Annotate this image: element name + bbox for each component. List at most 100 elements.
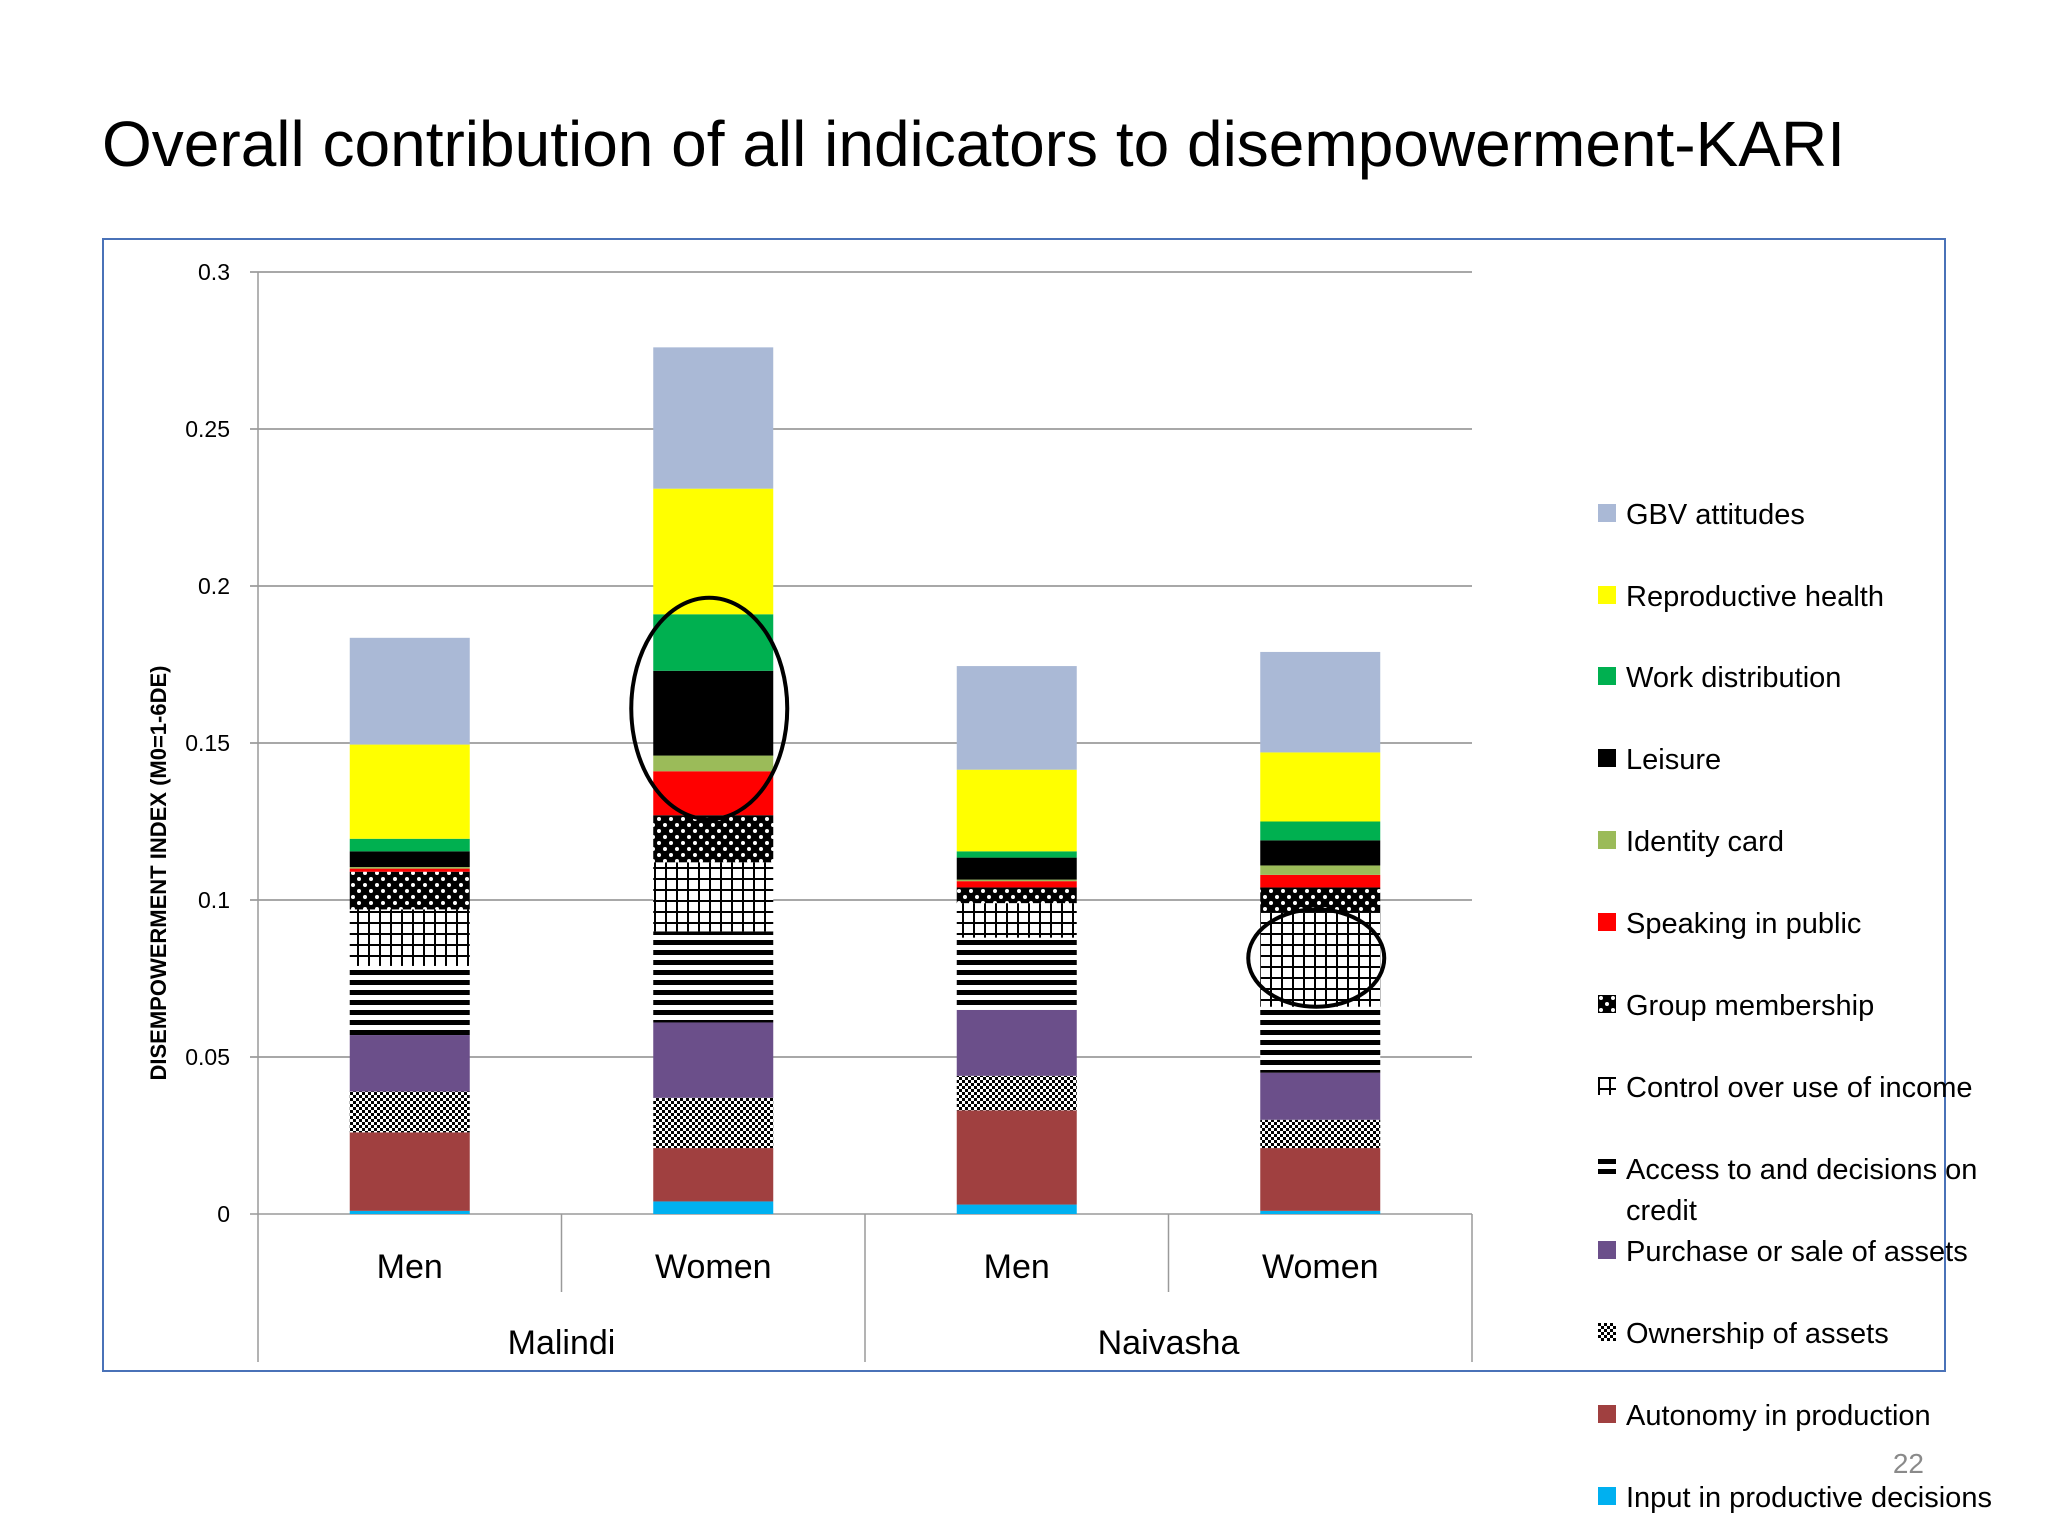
page-number: 22 [1892,1448,1924,1479]
y-axis-title: DISEMPOWERMENT INDEX (M0=1-6DE) [146,666,171,1081]
legend-label: Autonomy in production [1626,1400,1931,1432]
y-tick-label: 0.1 [198,887,230,913]
legend-label: Reproductive health [1626,581,1884,613]
bar-segment-control-over-use-of-income [349,909,470,966]
bar-segment-input-in-productive-decisions [349,1210,470,1214]
bar-segment-leisure [653,670,774,756]
legend-swatch [1598,504,1616,522]
legend-label: Access to and decisions on credit [1626,1154,1978,1227]
bar-segment-speaking-in-public [956,881,1077,888]
bar-segment-control-over-use-of-income [653,862,774,932]
bar-segment-purchase-or-sale-of-assets [956,1009,1077,1076]
y-tick-label: 0.15 [185,730,230,756]
legend-label: Purchase or sale of assets [1626,1236,1968,1268]
bar-segment-speaking-in-public [349,868,470,872]
bar-segment-identity-card [349,867,470,869]
bar-segment-work-distribution [653,614,774,671]
bar-segment-access-to-and-decisions-on-credit [653,931,774,1023]
bar-segment-gbv-attitudes [349,637,470,745]
highlight-ellipse [1246,907,1387,1009]
bar-segment-autonomy-in-production [1260,1148,1381,1211]
bar-segment-purchase-or-sale-of-assets [1260,1072,1381,1120]
bar-segment-purchase-or-sale-of-assets [653,1022,774,1098]
bar-segment-gbv-attitudes [653,347,774,489]
legend-item: Purchase or sale of assets [1598,1232,2038,1273]
y-tick-label: 0.3 [198,259,230,285]
legend-swatch [1598,749,1616,767]
bar-segment-leisure [349,851,470,868]
legend-item: Autonomy in production [1598,1396,2038,1437]
chart-frame: 0 0.05 0.1 0.15 0.2 0.25 0.3 Men Women Men Women Ma… [102,238,1992,1514]
x-group-label: Malindi [508,1324,616,1362]
legend-label: GBV attitudes [1626,499,1805,531]
legend-swatch [1598,1077,1616,1095]
legend-label: Ownership of assets [1626,1318,1889,1350]
x-category-label: Men [377,1248,443,1286]
y-tick-label: 0.05 [185,1044,230,1070]
legend-swatch [1598,1487,1616,1505]
legend-label: Work distribution [1626,662,1842,694]
bar-segment-control-over-use-of-income [1260,912,1381,1007]
bar-segment-autonomy-in-production [653,1148,774,1202]
legend-swatch [1598,1405,1616,1423]
legend-item: Input in productive decisions [1598,1478,2038,1519]
bar-segment-access-to-and-decisions-on-credit [956,937,1077,1010]
x-category-label: Men [984,1248,1050,1286]
legend-swatch [1598,1159,1616,1177]
bar-segment-group-membership [349,871,470,910]
bar-segment-autonomy-in-production [349,1132,470,1211]
bar-segment-work-distribution [956,851,1077,858]
legend-item: Group membership [1598,986,2038,1027]
bar-segment-input-in-productive-decisions [1260,1210,1381,1214]
bar-segment-speaking-in-public [653,771,774,816]
bar-segment-access-to-and-decisions-on-credit [349,965,470,1036]
legend-swatch [1598,995,1616,1013]
legend-swatch [1598,1241,1616,1259]
bar-segment-identity-card [956,879,1077,882]
bar-segment-identity-card [1260,865,1381,875]
legend-item: Leisure [1598,740,2038,781]
legend-swatch [1598,667,1616,685]
x-category-label: Women [655,1248,772,1286]
legend-item: Ownership of assets [1598,1314,2038,1355]
legend-item: Speaking in public [1598,904,2038,945]
bar-segment-gbv-attitudes [956,666,1077,770]
highlight-ellipse [629,595,790,822]
bar-segment-access-to-and-decisions-on-credit [1260,1006,1381,1073]
y-tick-label: 0.25 [185,416,230,442]
bar-segment-ownership-of-assets [956,1075,1077,1111]
bar-segment-work-distribution [349,838,470,852]
bar-segment-reproductive-health [1260,752,1381,822]
bar-segment-purchase-or-sale-of-assets [349,1035,470,1092]
bar-segment-work-distribution [1260,821,1381,841]
legend-item: Work distribution [1598,658,2038,699]
stacked-bar-chart: 0 0.05 0.1 0.15 0.2 0.25 0.3 Men Women Men Women Ma… [146,259,1473,1362]
bar-segment-ownership-of-assets [653,1097,774,1149]
legend-item: GBV attitudes [1598,495,2038,536]
x-category-label: Women [1262,1248,1379,1286]
bar-segment-leisure [1260,840,1381,866]
legend-swatch [1598,586,1616,604]
bar-segment-gbv-attitudes [1260,651,1381,753]
legend-label: Speaking in public [1626,908,1862,940]
legend-swatch [1598,913,1616,931]
legend-label: Group membership [1626,990,1875,1022]
bar-segment-reproductive-health [653,488,774,615]
bar-segment-autonomy-in-production [956,1110,1077,1205]
legend-swatch [1598,831,1616,849]
legend-label: Control over use of income [1626,1072,1973,1104]
bar-segment-ownership-of-assets [349,1091,470,1133]
bar-segment-speaking-in-public [1260,874,1381,888]
bar-segment-reproductive-health [956,769,1077,852]
bar-segment-group-membership [956,887,1077,904]
legend-swatch [1598,1323,1616,1341]
y-tick-label: 0.2 [198,573,230,599]
legend-label: Leisure [1626,744,1722,776]
slide-title: Overall contribution of all indicators t… [102,108,1845,180]
bar-segment-group-membership [653,815,774,863]
bar-segment-identity-card [653,755,774,772]
legend-item: Control over use of income [1598,1068,2038,1109]
bar-segment-reproductive-health [349,744,470,839]
legend-label: Identity card [1626,826,1784,858]
bar-segment-leisure [956,857,1077,880]
